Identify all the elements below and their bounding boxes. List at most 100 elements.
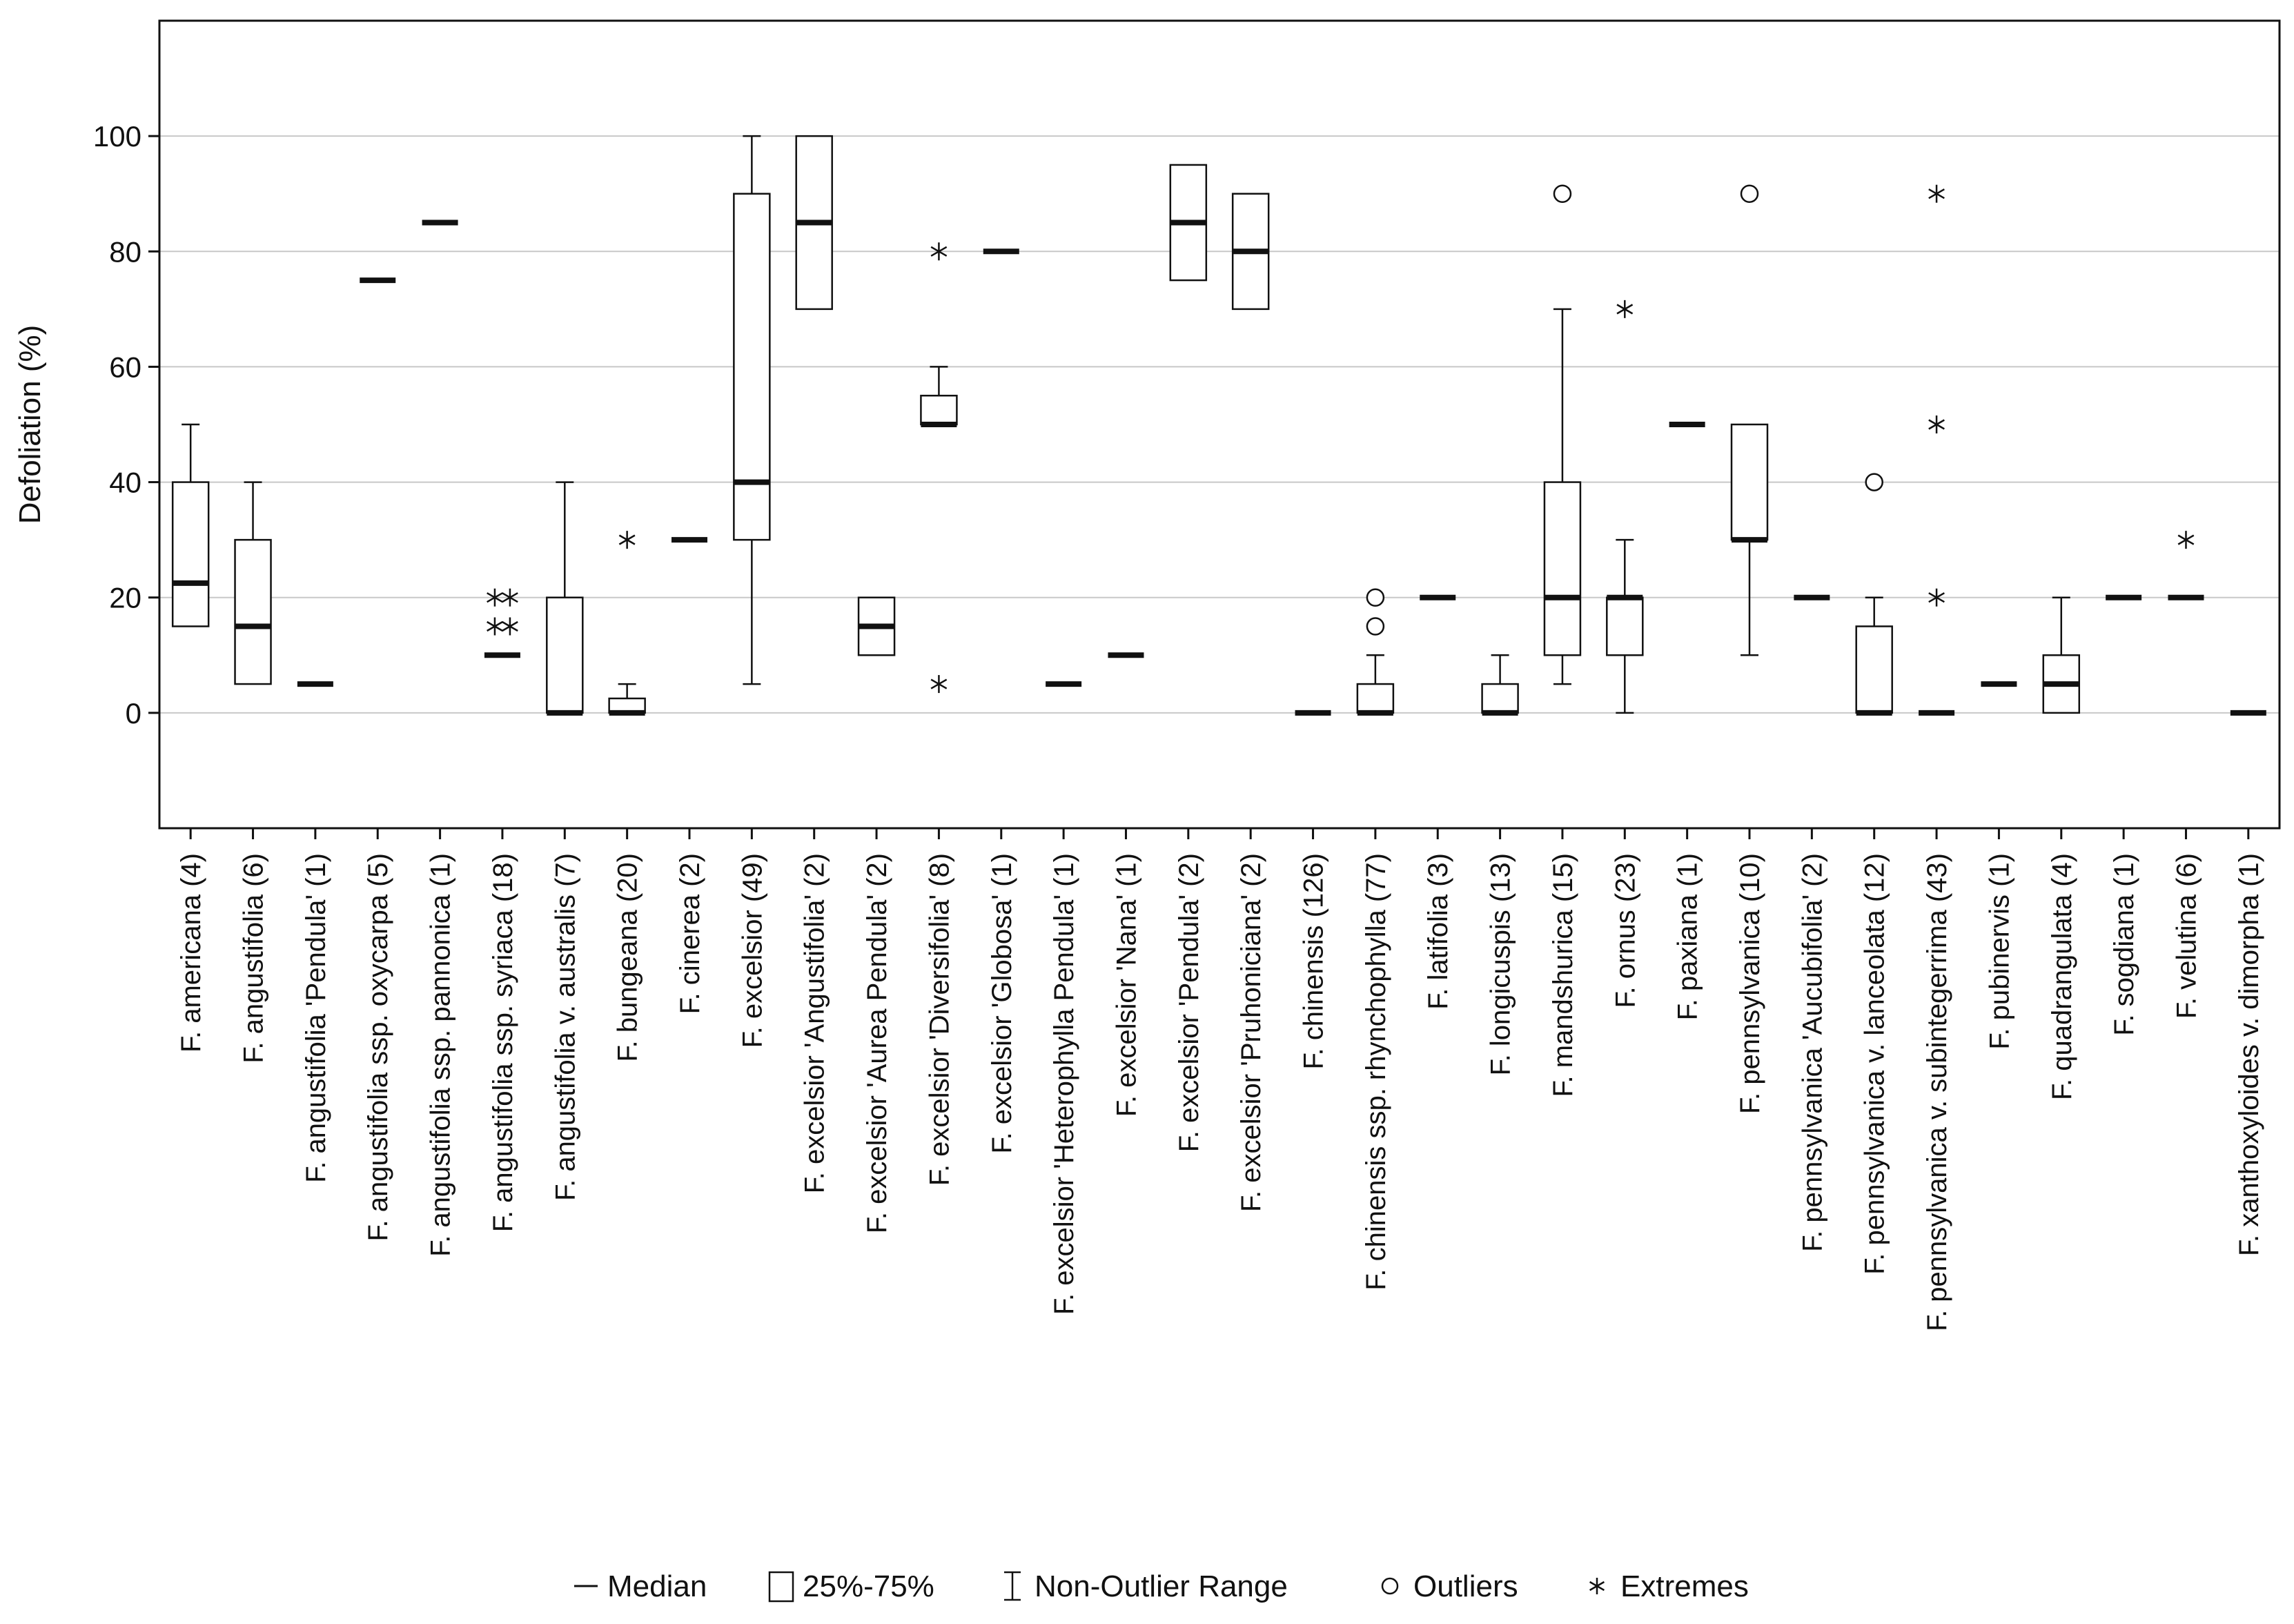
legend-label: Non-Outlier Range	[1035, 1569, 1288, 1603]
boxes	[171, 135, 2266, 716]
iqr-box	[171, 481, 210, 627]
iqr-box	[1356, 683, 1395, 714]
category-label: F. chinensis ssp. rhynchophylla (77)	[1361, 853, 1391, 1291]
x-axis: F. americana (4) F. angustifolia (6) F. an…	[176, 828, 2264, 1331]
legend-item-median: Median	[574, 1569, 707, 1603]
box-group	[1855, 473, 1893, 716]
outlier-point	[1366, 588, 1385, 607]
box-group	[1231, 193, 1270, 311]
box-group	[484, 588, 520, 658]
legend-extreme-symbol	[1589, 1578, 1605, 1594]
box-group	[795, 135, 833, 311]
category-label: F. paxiana (1)	[1673, 853, 1703, 1020]
iqr-box	[546, 596, 584, 714]
category-label: F. mandshurica (15)	[1548, 853, 1578, 1097]
box-group	[1356, 588, 1395, 716]
legend-box-symbol	[768, 1571, 794, 1603]
iqr-box	[1606, 596, 1644, 656]
category-label: F. longicuspis (13)	[1486, 853, 1516, 1075]
iqr-box	[920, 394, 958, 426]
y-tick-label: 100	[93, 120, 141, 153]
category-label: F. bungeana (20)	[613, 853, 643, 1062]
box-group	[608, 531, 646, 716]
category-label: F. excelsior 'Diversifolia' (8)	[924, 853, 954, 1186]
box-group	[1919, 184, 1955, 716]
extreme-point	[1928, 588, 1945, 607]
category-label: F. angustifolia 'Pendula' (1)	[301, 853, 331, 1183]
legend-item-whisker: Non-Outlier Range	[1004, 1569, 1288, 1603]
category-label: F. excelsior (49)	[737, 853, 767, 1048]
extreme-point	[487, 617, 503, 636]
category-label: F. ornus (23)	[1610, 853, 1640, 1008]
plot-area-frame	[158, 19, 2281, 830]
outlier-point	[1740, 184, 1759, 203]
category-label: F. angustifolia ssp. pannonica (1)	[426, 853, 456, 1257]
category-label: F. pennsylvanica (10)	[1735, 853, 1765, 1114]
legend: Median 25%-75% Non-Outlier Range Outliers Ex…	[574, 1569, 1749, 1603]
category-label: F. chinensis (126)	[1299, 853, 1329, 1069]
extreme-point	[487, 588, 503, 607]
box-group	[1606, 300, 1644, 714]
category-label: F. excelsior 'Aurea Pendula' (2)	[862, 853, 892, 1233]
iqr-box	[733, 193, 771, 541]
y-tick-label: 40	[109, 467, 141, 499]
extreme-point	[618, 531, 636, 549]
outlier-point	[1865, 473, 1883, 491]
extreme-point	[1616, 300, 1634, 318]
outlier-point	[1553, 184, 1572, 203]
box-group	[857, 596, 896, 656]
category-label: F. americana (4)	[176, 853, 206, 1053]
category-label: F. cinerea (2)	[675, 853, 705, 1014]
box-group	[171, 423, 210, 627]
outlier-point	[1366, 617, 1385, 636]
legend-item-outlier: Outliers	[1381, 1569, 1518, 1603]
category-label: F. excelsior 'Angustifolia' (2)	[800, 853, 830, 1193]
category-label: F. sogdiana (1)	[2109, 853, 2139, 1036]
y-axis-title: Defoliation (%)	[13, 325, 47, 525]
category-label: F. excelsior 'Pendula' (2)	[1174, 853, 1204, 1152]
iqr-box	[1543, 481, 1582, 656]
category-label: F. pubinervis (1)	[1984, 853, 2014, 1050]
y-tick-label: 60	[109, 351, 141, 383]
box-group	[2042, 596, 2081, 714]
box-group	[1169, 164, 1208, 282]
y-tick-label: 20	[109, 582, 141, 614]
legend-outlier-symbol	[1381, 1577, 1399, 1595]
category-label: F. excelsior 'Pruhoniciana' (2)	[1236, 853, 1266, 1212]
category-label: F. angustifolia ssp. oxycarpa (5)	[363, 853, 393, 1241]
legend-label: Median	[607, 1569, 707, 1603]
box-group	[733, 135, 771, 685]
box-group	[920, 242, 958, 694]
category-label: F. xanthoxyloides v. dimorpha (1)	[2234, 853, 2264, 1256]
extreme-point	[502, 617, 518, 636]
box-group	[1543, 184, 1582, 685]
extreme-point	[502, 588, 518, 607]
category-label: F. latifolia (3)	[1423, 853, 1453, 1010]
y-axis: 0 20 40 60 80 100	[93, 120, 159, 730]
legend-item-extreme: Extremes	[1589, 1569, 1749, 1603]
box-group	[546, 481, 584, 716]
legend-label: Outliers	[1413, 1569, 1518, 1603]
extreme-point	[1928, 415, 1945, 433]
y-tick-label: 0	[126, 697, 141, 730]
legend-label: Extremes	[1620, 1569, 1749, 1603]
category-label: F. pennsylvanica 'Aucubifolia' (2)	[1797, 853, 1827, 1252]
category-label: F. excelsior 'Globosa' (1)	[987, 853, 1017, 1153]
iqr-box	[234, 538, 272, 685]
box-group	[2168, 531, 2204, 600]
iqr-box	[1481, 683, 1519, 714]
box-group	[1730, 184, 1769, 656]
category-label: F. angustifolia v. australis (7)	[550, 853, 580, 1201]
extreme-point	[930, 242, 948, 261]
box-group	[1481, 654, 1519, 716]
iqr-box	[1855, 625, 1893, 714]
iqr-box	[1730, 423, 1769, 541]
category-label: F. excelsior 'Heterophylla Pendula' (1)	[1049, 853, 1079, 1315]
category-label: F. angustifolia ssp. syriaca (18)	[488, 853, 518, 1232]
gridlines	[159, 135, 2280, 714]
category-label: F. pennsylvanica v. subintegerrima (43)	[1922, 853, 1952, 1331]
extreme-point	[2177, 531, 2195, 549]
category-label: F. velutina (6)	[2171, 853, 2202, 1019]
category-label: F. angustifolia (6)	[239, 853, 269, 1064]
